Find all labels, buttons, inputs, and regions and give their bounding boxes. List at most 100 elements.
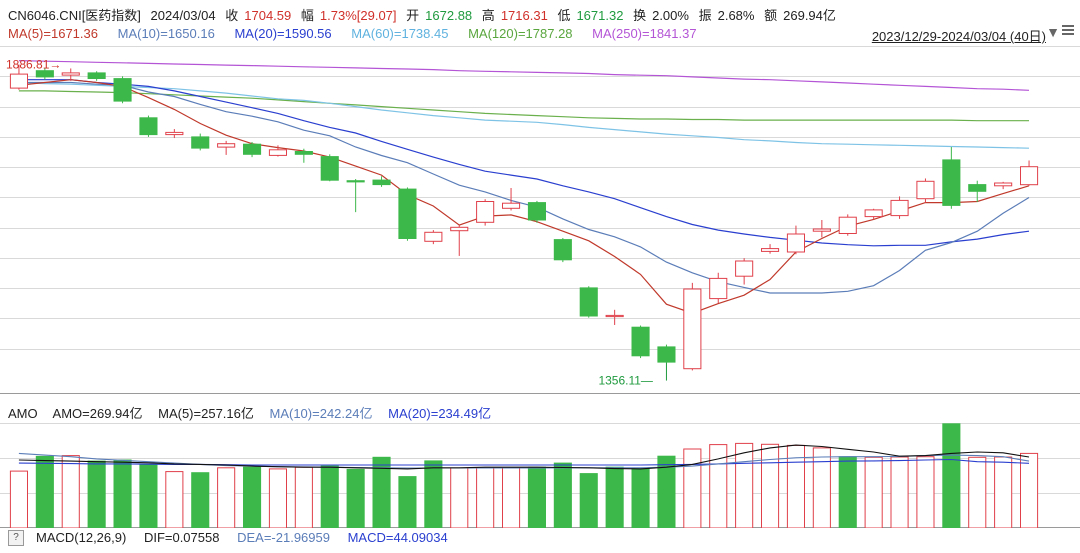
- high-annotation: 1886.81→: [6, 58, 61, 72]
- ma20-label: MA(20)=1590.56: [234, 26, 332, 41]
- macd-dif: DIF=0.07558: [143, 530, 220, 545]
- ma60-label: MA(60)=1738.45: [351, 26, 449, 41]
- candle-down: [553, 239, 572, 261]
- candle-down: [294, 151, 313, 155]
- amo-bar-up: [294, 466, 313, 528]
- amplitude-label: 振: [698, 8, 712, 23]
- candle-up: [838, 216, 857, 234]
- candle-up: [605, 314, 624, 318]
- amo-bar-up: [761, 443, 780, 528]
- amo-bar-down: [605, 466, 624, 528]
- amo-ma5-line: [18, 444, 1030, 470]
- candle-up: [424, 231, 443, 242]
- ma5-label: MA(5)=1671.36: [8, 26, 98, 41]
- amo-bar-down: [113, 459, 132, 528]
- amo-ma20-label: MA(20)=234.49亿: [388, 406, 492, 421]
- help-icon[interactable]: ?: [8, 530, 24, 546]
- quote-date: 2024/03/04: [150, 8, 216, 23]
- amo-bar-down: [398, 476, 417, 528]
- amo-bar-chart: [0, 423, 1080, 528]
- candle-up: [735, 260, 754, 277]
- turnover-label: 换: [633, 8, 647, 23]
- amo-bar-up: [735, 442, 754, 528]
- date-range-selector[interactable]: 2023/12/29-2024/03/04 (40日): [871, 29, 1046, 44]
- candle-down: [320, 156, 339, 181]
- candle-up: [502, 202, 521, 209]
- ma10-label: MA(10)=1650.16: [117, 26, 215, 41]
- candle-down: [87, 72, 106, 79]
- amplitude-value: 2.68%: [717, 8, 755, 23]
- candle-up: [890, 199, 909, 217]
- candle-up: [165, 131, 184, 136]
- amo-bar-down: [527, 466, 547, 528]
- candle-down: [657, 346, 676, 363]
- amo-bar-down: [243, 466, 262, 528]
- candle-down: [579, 287, 598, 317]
- amo-bar-down: [942, 423, 961, 528]
- close-value: 1704.59: [244, 8, 292, 23]
- candle-down: [398, 188, 417, 240]
- amo-bar-up: [502, 467, 521, 528]
- amo-bar-down: [191, 472, 210, 528]
- candlestick-chart: 1886.81→ 1356.11—: [0, 46, 1080, 394]
- ma5-line: [18, 79, 1030, 314]
- amo-ma5-label: MA(5)=257.16亿: [158, 406, 254, 421]
- amo-bar-down: [320, 465, 339, 528]
- amo-bar-up: [9, 470, 28, 528]
- candle-up: [812, 228, 831, 232]
- candle-up: [761, 248, 780, 252]
- candle-up: [268, 149, 287, 156]
- amo-bar-down: [346, 468, 365, 528]
- candle-up: [61, 72, 80, 76]
- amo-bar-up: [61, 455, 80, 528]
- open-label: 开: [406, 8, 420, 23]
- candle-up: [786, 233, 806, 253]
- ma250-label: MA(250)=1841.37: [592, 26, 697, 41]
- amo-bar-up: [165, 471, 184, 528]
- index-code: CN6046.CNI[医药指数]: [8, 8, 141, 23]
- candle-up: [683, 288, 702, 370]
- amo-bar-down: [87, 460, 106, 528]
- candle-up: [916, 180, 935, 200]
- ma10-line: [18, 81, 1030, 294]
- open-value: 1672.88: [425, 8, 473, 23]
- amo-bar-down: [35, 455, 54, 528]
- candle-up: [709, 277, 728, 300]
- amo-legend: AMO AMO=269.94亿 MA(5)=257.16亿 MA(10)=242…: [8, 403, 503, 422]
- amo-bar-down: [139, 464, 158, 528]
- amo-bar-up: [812, 447, 831, 528]
- amo-title: AMO: [8, 406, 38, 421]
- amo-bar-up: [683, 448, 702, 528]
- amo-bar-up: [476, 467, 495, 528]
- candle-up: [864, 209, 883, 218]
- candle-up: [450, 226, 469, 232]
- high-label: 高: [481, 8, 495, 23]
- menu-icon[interactable]: [1062, 23, 1074, 37]
- amo-bar-up: [217, 467, 236, 528]
- amo-bar-down: [553, 462, 572, 528]
- candle-up: [994, 182, 1013, 187]
- ma120-label: MA(120)=1787.28: [468, 26, 573, 41]
- amo-ma-lines: [18, 444, 1030, 470]
- ma120-line: [18, 90, 1029, 122]
- price-ma-lines: [18, 60, 1030, 314]
- price-annotations: 1886.81→ 1356.11—: [6, 58, 667, 388]
- amo-bar-up: [968, 456, 987, 528]
- low-value: 1671.32: [576, 8, 624, 23]
- amo-bar-up: [890, 456, 909, 528]
- amount-value: 269.94亿: [783, 8, 836, 23]
- candle-down: [139, 117, 158, 136]
- ma60-line: [18, 81, 1030, 149]
- candle-down: [942, 159, 961, 206]
- dropdown-triangle-icon[interactable]: ▼: [1046, 24, 1060, 40]
- macd-legend: MACD(12,26,9) DIF=0.07558 DEA=-21.96959 …: [36, 530, 462, 545]
- amo-ma10-label: MA(10)=242.24亿: [269, 406, 373, 421]
- candle-up: [9, 73, 28, 89]
- amo-bar-up: [916, 456, 935, 528]
- price-grid: [0, 46, 1080, 394]
- candle-down: [527, 202, 547, 221]
- amo-value: AMO=269.94亿: [52, 406, 143, 421]
- candle-down: [372, 179, 391, 186]
- amount-label: 额: [764, 8, 778, 23]
- change-value: 1.73%[29.07]: [319, 8, 397, 23]
